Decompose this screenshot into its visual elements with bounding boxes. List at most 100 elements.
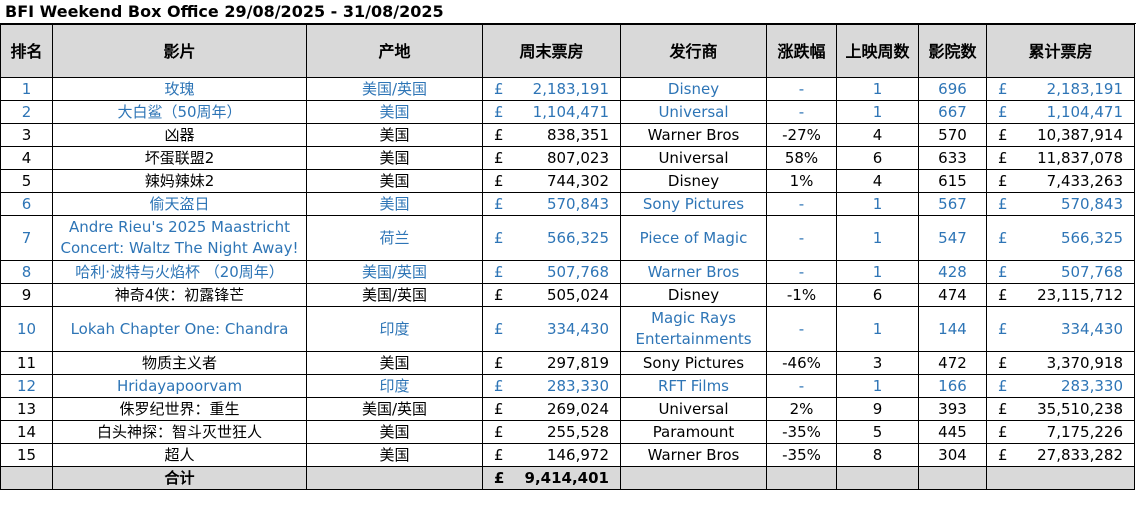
cell-change[interactable]: 1% bbox=[766, 169, 837, 193]
cell-origin[interactable]: 美国 bbox=[306, 420, 483, 444]
cell-weekend-gross[interactable]: £744,302 bbox=[482, 169, 621, 193]
total-cell-distributor[interactable] bbox=[620, 466, 767, 490]
total-cell-total[interactable] bbox=[986, 466, 1135, 490]
header-total-gross[interactable]: 累计票房 bbox=[986, 24, 1135, 78]
cell-distributor[interactable]: Universal bbox=[620, 397, 767, 421]
header-film[interactable]: 影片 bbox=[52, 24, 307, 78]
cell-cinemas[interactable]: 304 bbox=[918, 443, 987, 467]
cell-total-gross[interactable]: £11,837,078 bbox=[986, 146, 1135, 170]
cell-weeks[interactable]: 1 bbox=[836, 260, 919, 284]
cell-total-gross[interactable]: £1,104,471 bbox=[986, 100, 1135, 124]
cell-distributor[interactable]: Piece of Magic bbox=[620, 215, 767, 261]
cell-film[interactable]: Andre Rieu's 2025 Maastricht Concert: Wa… bbox=[52, 215, 307, 261]
cell-film[interactable]: 物质主义者 bbox=[52, 351, 307, 375]
cell-origin[interactable]: 美国 bbox=[306, 100, 483, 124]
cell-total-gross[interactable]: £2,183,191 bbox=[986, 77, 1135, 101]
cell-change[interactable]: -35% bbox=[766, 443, 837, 467]
cell-total-gross[interactable]: £334,430 bbox=[986, 306, 1135, 352]
cell-weeks[interactable]: 1 bbox=[836, 77, 919, 101]
cell-change[interactable]: - bbox=[766, 100, 837, 124]
header-rank[interactable]: 排名 bbox=[0, 24, 53, 78]
cell-weeks[interactable]: 8 bbox=[836, 443, 919, 467]
cell-weekend-gross[interactable]: £269,024 bbox=[482, 397, 621, 421]
cell-rank[interactable]: 9 bbox=[0, 283, 53, 307]
cell-weeks[interactable]: 1 bbox=[836, 215, 919, 261]
cell-total-gross[interactable]: £566,325 bbox=[986, 215, 1135, 261]
cell-rank[interactable]: 7 bbox=[0, 215, 53, 261]
cell-change[interactable]: - bbox=[766, 77, 837, 101]
total-cell-weeks[interactable] bbox=[836, 466, 919, 490]
cell-film[interactable]: 大白鲨（50周年） bbox=[52, 100, 307, 124]
cell-rank[interactable]: 12 bbox=[0, 374, 53, 398]
cell-cinemas[interactable]: 393 bbox=[918, 397, 987, 421]
cell-distributor[interactable]: Magic Rays Entertainments bbox=[620, 306, 767, 352]
cell-weeks[interactable]: 1 bbox=[836, 306, 919, 352]
cell-change[interactable]: -46% bbox=[766, 351, 837, 375]
cell-rank[interactable]: 2 bbox=[0, 100, 53, 124]
cell-film[interactable]: 玫瑰 bbox=[52, 77, 307, 101]
total-cell-change[interactable] bbox=[766, 466, 837, 490]
cell-weeks[interactable]: 1 bbox=[836, 374, 919, 398]
cell-distributor[interactable]: Universal bbox=[620, 146, 767, 170]
cell-distributor[interactable]: Sony Pictures bbox=[620, 192, 767, 216]
cell-weeks[interactable]: 9 bbox=[836, 397, 919, 421]
cell-weeks[interactable]: 3 bbox=[836, 351, 919, 375]
cell-weeks[interactable]: 5 bbox=[836, 420, 919, 444]
cell-rank[interactable]: 6 bbox=[0, 192, 53, 216]
cell-film[interactable]: 白头神探：智斗灭世狂人 bbox=[52, 420, 307, 444]
cell-total-gross[interactable]: £35,510,238 bbox=[986, 397, 1135, 421]
cell-distributor[interactable]: RFT Films bbox=[620, 374, 767, 398]
cell-film[interactable]: 偷天盗日 bbox=[52, 192, 307, 216]
cell-weekend-gross[interactable]: £297,819 bbox=[482, 351, 621, 375]
cell-total-gross[interactable]: £570,843 bbox=[986, 192, 1135, 216]
cell-cinemas[interactable]: 472 bbox=[918, 351, 987, 375]
cell-rank[interactable]: 8 bbox=[0, 260, 53, 284]
cell-rank[interactable]: 5 bbox=[0, 169, 53, 193]
cell-origin[interactable]: 印度 bbox=[306, 306, 483, 352]
cell-change[interactable]: -27% bbox=[766, 123, 837, 147]
cell-distributor[interactable]: Paramount bbox=[620, 420, 767, 444]
total-cell-cinemas[interactable] bbox=[918, 466, 987, 490]
header-cinemas[interactable]: 影院数 bbox=[918, 24, 987, 78]
cell-rank[interactable]: 10 bbox=[0, 306, 53, 352]
cell-total-gross[interactable]: £283,330 bbox=[986, 374, 1135, 398]
cell-weeks[interactable]: 4 bbox=[836, 169, 919, 193]
cell-origin[interactable]: 印度 bbox=[306, 374, 483, 398]
cell-cinemas[interactable]: 633 bbox=[918, 146, 987, 170]
cell-distributor[interactable]: Disney bbox=[620, 77, 767, 101]
cell-cinemas[interactable]: 428 bbox=[918, 260, 987, 284]
cell-distributor[interactable]: Disney bbox=[620, 169, 767, 193]
cell-weekend-gross[interactable]: £283,330 bbox=[482, 374, 621, 398]
cell-origin[interactable]: 美国/英国 bbox=[306, 397, 483, 421]
cell-rank[interactable]: 4 bbox=[0, 146, 53, 170]
cell-origin[interactable]: 美国 bbox=[306, 192, 483, 216]
cell-distributor[interactable]: Warner Bros bbox=[620, 260, 767, 284]
cell-weeks[interactable]: 6 bbox=[836, 283, 919, 307]
cell-film[interactable]: 坏蛋联盟2 bbox=[52, 146, 307, 170]
header-weeks[interactable]: 上映周数 bbox=[836, 24, 919, 78]
cell-origin[interactable]: 美国/英国 bbox=[306, 260, 483, 284]
cell-cinemas[interactable]: 615 bbox=[918, 169, 987, 193]
header-distributor[interactable]: 发行商 bbox=[620, 24, 767, 78]
cell-weekend-gross[interactable]: £146,972 bbox=[482, 443, 621, 467]
cell-distributor[interactable]: Universal bbox=[620, 100, 767, 124]
cell-rank[interactable]: 1 bbox=[0, 77, 53, 101]
cell-rank[interactable]: 13 bbox=[0, 397, 53, 421]
cell-weekend-gross[interactable]: £1,104,471 bbox=[482, 100, 621, 124]
cell-origin[interactable]: 美国 bbox=[306, 146, 483, 170]
cell-change[interactable]: 58% bbox=[766, 146, 837, 170]
total-cell-origin[interactable] bbox=[306, 466, 483, 490]
cell-change[interactable]: -1% bbox=[766, 283, 837, 307]
cell-distributor[interactable]: Warner Bros bbox=[620, 123, 767, 147]
cell-cinemas[interactable]: 570 bbox=[918, 123, 987, 147]
cell-rank[interactable]: 14 bbox=[0, 420, 53, 444]
cell-rank[interactable]: 15 bbox=[0, 443, 53, 467]
cell-change[interactable]: - bbox=[766, 374, 837, 398]
cell-total-gross[interactable]: £7,175,226 bbox=[986, 420, 1135, 444]
cell-origin[interactable]: 美国 bbox=[306, 351, 483, 375]
cell-cinemas[interactable]: 144 bbox=[918, 306, 987, 352]
cell-distributor[interactable]: Disney bbox=[620, 283, 767, 307]
cell-weekend-gross[interactable]: £255,528 bbox=[482, 420, 621, 444]
cell-weekend-gross[interactable]: £505,024 bbox=[482, 283, 621, 307]
cell-film[interactable]: 超人 bbox=[52, 443, 307, 467]
